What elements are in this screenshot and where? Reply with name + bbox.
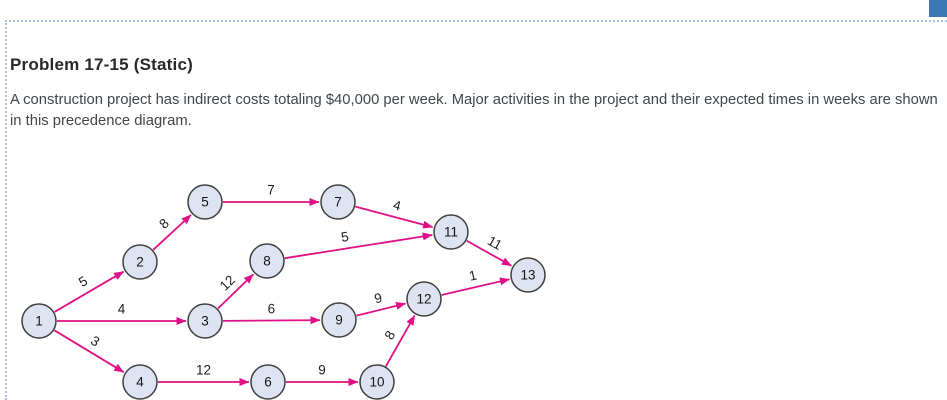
problem-description: A construction project has indirect cost… <box>10 92 938 129</box>
problem-title: Problem 17-15 (Static) <box>10 55 193 74</box>
corner-blue-square <box>929 0 947 17</box>
problem-panel: Problem 17-15 (Static) A construction pr… <box>5 20 947 400</box>
